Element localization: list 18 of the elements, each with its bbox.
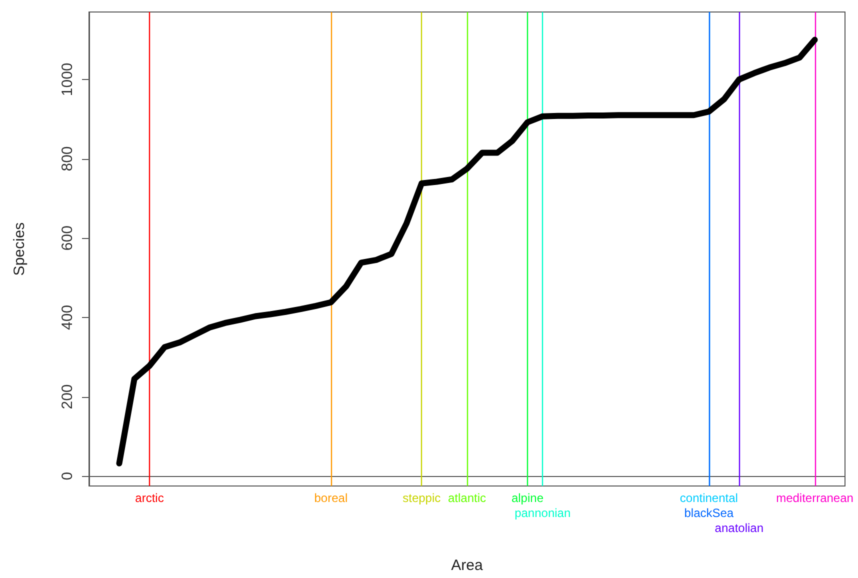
- text: continental: [680, 491, 738, 505]
- y-axis-title: Species: [11, 222, 28, 276]
- y-tick-label: 600: [59, 226, 76, 251]
- y-tick-label: 800: [59, 146, 76, 172]
- text: pannonian: [514, 506, 571, 520]
- text: alpine: [511, 491, 544, 505]
- text: steppic: [402, 491, 441, 505]
- text: boreal: [314, 491, 348, 505]
- text: mediterranean: [776, 491, 854, 505]
- text: arctic: [135, 491, 164, 505]
- text: atlantic: [448, 491, 486, 505]
- y-tick-label: 0: [59, 472, 76, 480]
- text: blackSea: [684, 506, 734, 520]
- y-tick-label: 400: [59, 304, 76, 330]
- y-tick-label: 1000: [59, 62, 76, 96]
- x-axis-title: Area: [451, 557, 484, 574]
- y-tick-label: 200: [59, 384, 76, 410]
- text: anatolian: [714, 521, 764, 535]
